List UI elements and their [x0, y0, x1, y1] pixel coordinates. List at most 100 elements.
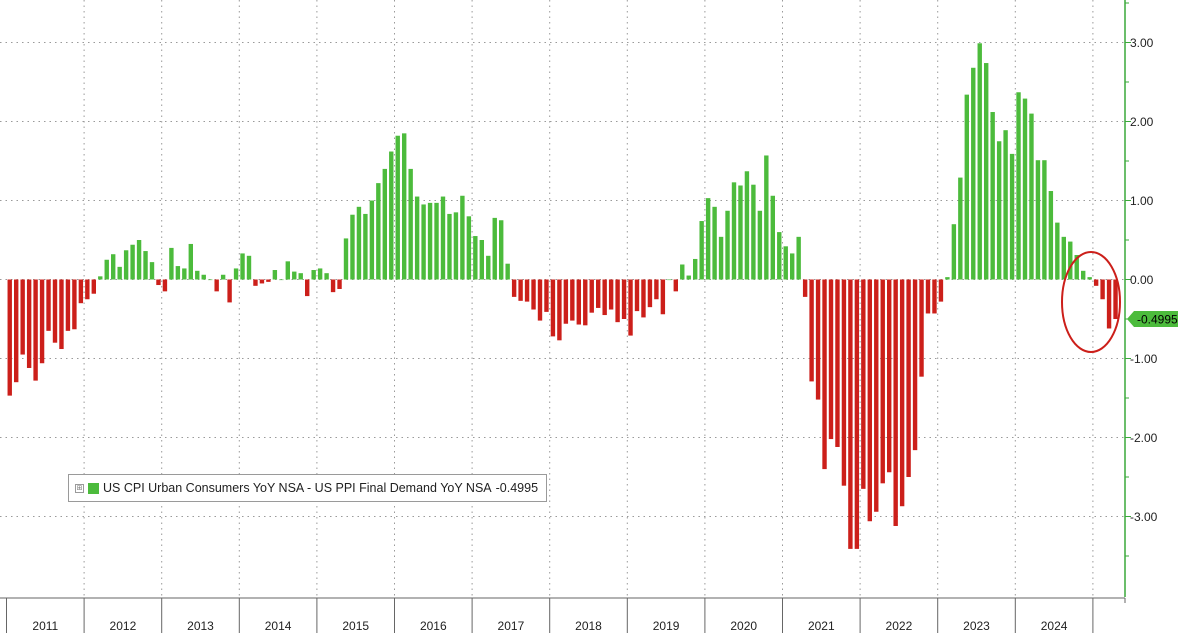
bar	[1074, 255, 1079, 280]
bar	[240, 253, 245, 280]
bar	[822, 279, 827, 470]
bar	[602, 279, 607, 316]
bar	[499, 220, 504, 280]
bar	[912, 279, 918, 451]
bar	[563, 279, 569, 324]
bar	[951, 224, 957, 280]
legend[interactable]: ⊞ US CPI Urban Consumers YoY NSA - US PP…	[68, 474, 548, 502]
bar	[421, 204, 426, 280]
bar	[589, 279, 594, 313]
bar	[182, 268, 187, 280]
bar	[1093, 279, 1099, 286]
bar	[841, 279, 847, 486]
bar	[932, 279, 937, 314]
bar	[337, 279, 342, 289]
bar	[615, 279, 620, 323]
bar	[583, 279, 588, 326]
bar	[272, 270, 278, 280]
bar	[195, 270, 200, 280]
x-tick-label: 2023	[963, 619, 990, 633]
bar	[848, 279, 853, 549]
y-tick-label: -1.00	[1130, 352, 1158, 366]
bar	[162, 279, 168, 292]
bar	[311, 270, 316, 280]
bar	[996, 141, 1002, 280]
bar	[33, 279, 38, 381]
bar	[330, 279, 336, 293]
bar	[938, 279, 944, 302]
bar	[537, 279, 543, 321]
bar	[977, 43, 982, 280]
bar	[958, 177, 963, 280]
bar	[78, 279, 84, 304]
y-tick-label: 0.00	[1130, 273, 1154, 287]
bar	[945, 277, 950, 280]
bar	[460, 195, 465, 280]
bar	[544, 279, 549, 312]
bar	[964, 94, 969, 280]
bar	[815, 279, 821, 400]
legend-expand-icon[interactable]: ⊞	[75, 483, 84, 493]
bar	[809, 279, 814, 382]
bar	[298, 273, 303, 280]
bar	[680, 264, 685, 280]
highlight-circle	[1061, 251, 1121, 353]
bar	[699, 221, 704, 280]
bar	[169, 247, 174, 280]
bar	[434, 202, 439, 280]
bar	[1035, 160, 1041, 280]
x-tick-label: 2012	[110, 619, 137, 633]
bar	[175, 266, 181, 280]
bar	[925, 279, 931, 314]
bar	[893, 279, 898, 526]
x-tick-label: 2020	[730, 619, 757, 633]
bar	[473, 236, 478, 280]
y-tick-label: -2.00	[1130, 431, 1158, 445]
bar	[111, 254, 116, 280]
x-tick-label: 2021	[808, 619, 835, 633]
bar	[1100, 279, 1105, 300]
bar	[65, 279, 71, 331]
bar	[292, 271, 297, 280]
bar	[1016, 92, 1021, 280]
bar	[369, 200, 375, 280]
bar	[317, 268, 323, 280]
highlight-ellipse	[1061, 251, 1121, 353]
bar	[673, 279, 678, 292]
bar	[634, 279, 640, 312]
bar	[712, 206, 717, 280]
bar	[220, 274, 226, 280]
bar	[693, 258, 698, 280]
x-tick-label: 2022	[886, 619, 913, 633]
bar	[479, 240, 484, 280]
bar	[1003, 130, 1008, 280]
bar	[660, 279, 666, 315]
bar	[647, 279, 653, 308]
bar	[608, 279, 614, 310]
bar	[59, 279, 64, 350]
bar	[654, 279, 659, 300]
bar	[52, 279, 58, 343]
bar	[751, 184, 756, 280]
x-axis: 2011 2012 2013 2014 2015 2016 2017 2018 2019 2020…	[0, 597, 1126, 633]
bar	[802, 279, 808, 297]
bar	[350, 214, 355, 280]
bar	[835, 279, 840, 447]
bar	[570, 279, 575, 321]
bar	[990, 112, 995, 280]
x-tick-label: 2016	[420, 619, 447, 633]
bar	[899, 279, 905, 507]
bar	[874, 279, 879, 512]
bar	[14, 279, 19, 383]
bar	[1106, 279, 1112, 329]
x-tick-label: 2019	[653, 619, 680, 633]
bar	[1048, 191, 1054, 280]
bar	[492, 217, 497, 280]
x-tick-label: 2017	[498, 619, 525, 633]
bar	[887, 279, 892, 473]
legend-swatch	[88, 482, 99, 494]
bar	[511, 279, 517, 297]
bar	[414, 196, 420, 280]
bar	[1029, 113, 1034, 280]
